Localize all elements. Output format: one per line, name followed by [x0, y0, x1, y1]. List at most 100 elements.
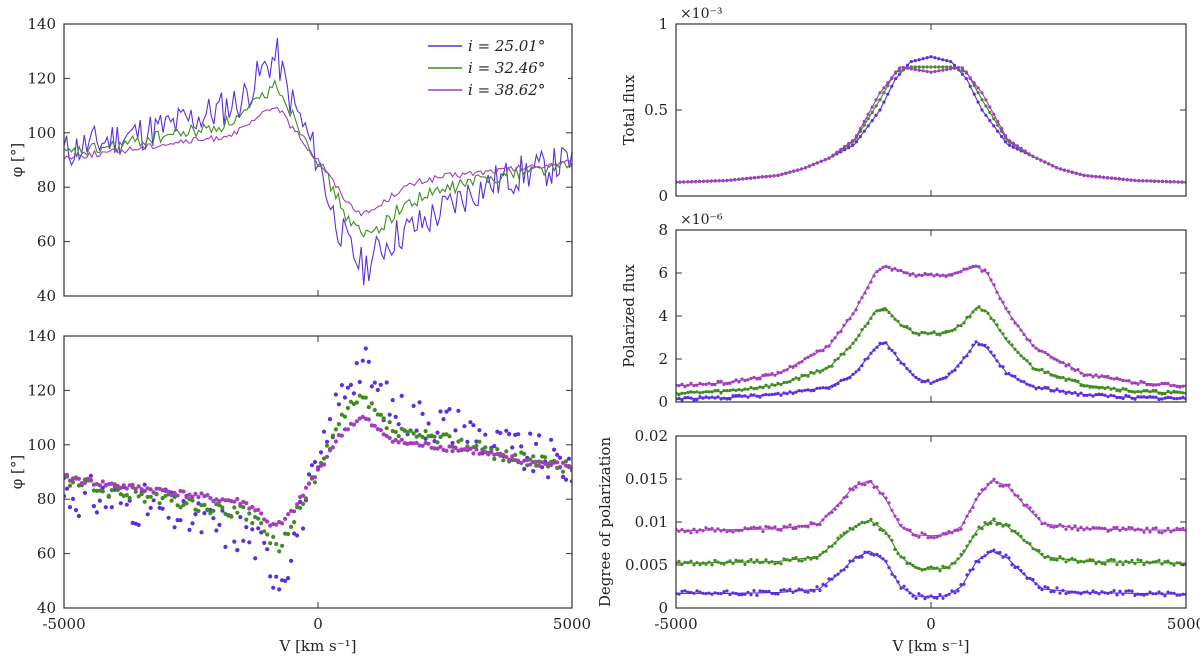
- pa-sim-point-3-118: [414, 440, 419, 445]
- polarized-flux-point-3-56: [842, 323, 846, 327]
- degree-of-polarization-point-1-112: [1010, 563, 1014, 567]
- pa-sim-xtick-label-1: 0: [313, 615, 323, 633]
- degree-of-polarization-point-1-12: [710, 592, 714, 596]
- total-flux-ytick-label-2: 1: [658, 15, 668, 33]
- degree-of-polarization-point-3-78: [908, 528, 912, 532]
- degree-of-polarization-point-2-116: [1022, 538, 1026, 543]
- degree-of-polarization-point-1-37: [785, 589, 789, 593]
- degree-of-polarization-point-2-94: [956, 557, 960, 561]
- total-flux-point-2-63: [921, 65, 925, 69]
- polarized-flux-point-2-57: [845, 347, 849, 351]
- legend-label-1: i = 25.01°: [468, 37, 545, 55]
- polarized-flux-point-3-72: [890, 268, 894, 272]
- polarized-flux-point-2-79: [911, 331, 915, 335]
- degree-of-polarization-point-1-11: [707, 591, 711, 595]
- degree-of-polarization-line-1: [676, 550, 1186, 598]
- degree-of-polarization-point-1-137: [1085, 590, 1089, 594]
- pa-sim-point-2-125: [435, 440, 440, 445]
- pa-sim-point-3-111: [393, 437, 398, 443]
- degree-of-polarization-point-1-113: [1013, 565, 1017, 570]
- degree-of-polarization-point-1-67: [875, 552, 879, 556]
- pa-sim-point-1-77: [292, 531, 297, 536]
- degree-of-polarization-point-2-68: [878, 528, 882, 532]
- degree-of-polarization-point-3-41: [797, 524, 801, 528]
- polarized-flux-point-1-58: [848, 376, 852, 380]
- degree-of-polarization-point-1-88: [938, 593, 942, 597]
- pa-sim-point-2-2: [67, 483, 73, 488]
- polarized-flux-point-3-16: [722, 382, 726, 386]
- pa-sim-point-1-93: [339, 383, 344, 388]
- degree-of-polarization-point-1-132: [1070, 590, 1074, 594]
- pa-sim-point-2-117: [411, 431, 416, 436]
- polarized-flux-point-1-10: [704, 395, 708, 399]
- polarized-flux-point-3-17: [725, 381, 729, 386]
- pa-sim-point-1-79: [298, 499, 303, 504]
- polarized-flux-ylabel: Polarized flux: [620, 264, 638, 368]
- polarized-flux-point-3-65: [869, 280, 873, 284]
- polarized-flux-point-2-49: [821, 368, 825, 372]
- degree-of-polarization-point-2-59: [851, 527, 855, 531]
- degree-of-polarization-point-3-45: [809, 521, 813, 525]
- polarized-flux-point-3-31: [767, 373, 771, 377]
- pa-sim-point-1-163: [549, 437, 554, 442]
- total-flux-point-3-28: [784, 171, 788, 175]
- polarized-flux-point-2-154: [1136, 389, 1140, 394]
- pa-sim-point-1-169: [566, 456, 572, 461]
- degree-of-polarization-point-2-96: [962, 549, 966, 553]
- polarized-flux-point-3-93: [953, 271, 957, 275]
- polarized-flux-point-2-135: [1079, 383, 1083, 387]
- degree-of-polarization-point-3-28: [758, 525, 762, 530]
- polarized-flux-point-2-136: [1082, 384, 1086, 388]
- total-flux-point-3-42: [839, 147, 843, 151]
- degree-of-polarization-point-2-53: [833, 541, 837, 545]
- polarized-flux-point-2-93: [953, 327, 957, 331]
- pa-sim-point-2-112: [396, 434, 401, 439]
- polarized-flux-point-2-63: [863, 324, 867, 328]
- pa-sim-point-2-33: [160, 496, 165, 501]
- polarized-flux-point-1-76: [902, 362, 906, 366]
- polarized-flux-point-1-9: [701, 396, 705, 400]
- total-flux-point-2-52: [878, 98, 882, 102]
- polarized-flux-point-3-19: [731, 380, 735, 384]
- polarized-flux-point-2-94: [956, 324, 960, 328]
- degree-of-polarization-point-2-107: [995, 522, 999, 527]
- polarized-flux-point-3-116: [1022, 332, 1026, 337]
- total-flux-point-3-70: [949, 67, 953, 71]
- total-flux-point-1-73: [960, 72, 965, 76]
- degree-of-polarization-point-3-84: [926, 536, 930, 540]
- polarized-flux-point-2-116: [1022, 356, 1026, 360]
- degree-of-polarization-point-1-81: [917, 592, 921, 596]
- polarized-flux-point-2-77: [905, 325, 909, 329]
- pa-sim-point-3-97: [351, 422, 356, 427]
- polarized-flux-point-2-160: [1154, 388, 1158, 393]
- polarized-flux-point-2-73: [893, 317, 897, 321]
- polarized-flux-point-2-58: [848, 345, 852, 350]
- pa-sim-point-2-15: [106, 493, 111, 498]
- degree-of-polarization-point-1-22: [740, 593, 744, 597]
- degree-of-polarization-point-2-25: [749, 558, 753, 562]
- pa-sim-point-3-166: [557, 465, 563, 470]
- polarized-flux-point-3-115: [1019, 328, 1023, 332]
- pa-sim-point-3-138: [474, 447, 479, 452]
- total-flux-point-3-88: [1019, 146, 1023, 151]
- degree-of-polarization-point-2-122: [1040, 552, 1044, 556]
- polarized-flux-point-1-52: [830, 384, 834, 388]
- pa-sim-point-2-141: [483, 445, 488, 450]
- polarized-flux-point-1-98: [968, 349, 972, 353]
- degree-of-polarization-point-3-101: [977, 492, 981, 496]
- polarized-flux-point-1-147: [1115, 396, 1119, 400]
- polarized-flux-point-3-24: [746, 378, 750, 382]
- pa-sim-point-3-42: [187, 492, 192, 497]
- pa-sim-point-3-122: [426, 441, 431, 446]
- polarized-flux-point-1-30: [764, 392, 768, 397]
- pa-sim-point-1-7: [82, 490, 87, 495]
- polarized-flux-point-3-36: [782, 369, 786, 373]
- degree-of-polarization-point-3-93: [953, 528, 957, 533]
- polarized-flux-point-3-81: [917, 273, 921, 277]
- degree-of-polarization-point-3-162: [1160, 531, 1164, 535]
- polarized-flux-point-2-162: [1160, 392, 1164, 396]
- pa-sim-point-3-89: [327, 448, 333, 453]
- polarized-flux-point-3-153: [1133, 381, 1137, 385]
- degree-of-polarization-point-2-39: [791, 556, 795, 561]
